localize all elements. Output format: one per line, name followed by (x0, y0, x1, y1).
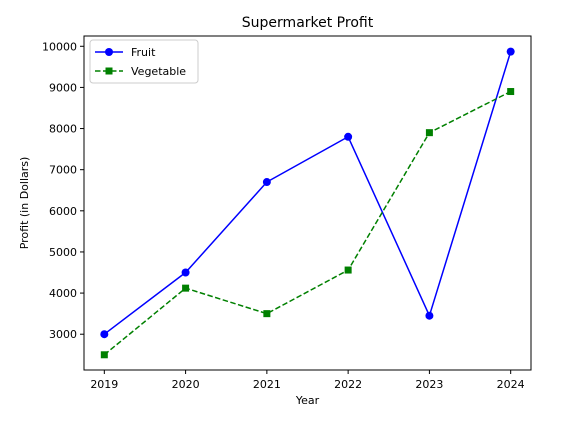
legend-frame (89, 39, 199, 84)
y-tick-label: 4000 (49, 287, 77, 300)
legend-item-vegetable: Vegetable (95, 65, 186, 78)
x-tick-label: 2021 (253, 378, 281, 391)
y-axis: 3000 4000 5000 6000 7000 8000 9000 10000 (42, 40, 84, 341)
plot-area (83, 35, 532, 371)
series-vegetable (100, 88, 515, 359)
series-layer (100, 47, 515, 359)
y-tick-label: 9000 (49, 81, 77, 94)
chart-title: Supermarket Profit (242, 15, 374, 31)
data-point-vegetable (344, 266, 352, 274)
x-tick-label: 2020 (172, 378, 200, 391)
data-point-fruit (181, 268, 190, 277)
y-tick-label: 3000 (49, 328, 77, 341)
y-tick-label: 10000 (42, 40, 77, 53)
data-point-vegetable (425, 129, 433, 137)
data-point-fruit (100, 330, 109, 339)
y-tick-label: 6000 (49, 205, 77, 218)
x-tick-label: 2019 (90, 378, 118, 391)
x-axis: 2019 2020 2021 2022 2023 2024 (90, 370, 525, 391)
legend-marker-vegetable (105, 67, 113, 75)
x-tick-label: 2022 (334, 378, 362, 391)
y-tick-label: 5000 (49, 246, 77, 259)
data-point-fruit (262, 178, 271, 187)
legend: Fruit Vegetable (89, 39, 199, 84)
data-point-vegetable (100, 351, 108, 359)
data-point-fruit (344, 132, 353, 141)
x-tick-label: 2023 (415, 378, 443, 391)
data-point-fruit (425, 311, 434, 320)
y-tick-label: 7000 (49, 164, 77, 177)
data-point-vegetable (507, 88, 515, 96)
data-point-vegetable (263, 310, 271, 318)
y-axis-label: Profit (in Dollars) (18, 157, 31, 250)
legend-label-fruit: Fruit (131, 46, 156, 59)
data-point-fruit (506, 47, 515, 56)
series-line-fruit (103, 51, 512, 335)
legend-marker-fruit (105, 48, 113, 56)
series-fruit (100, 47, 515, 339)
legend-item-fruit: Fruit (95, 46, 156, 59)
x-axis-label: Year (295, 394, 320, 407)
data-point-vegetable (182, 284, 190, 292)
series-line-vegetable (103, 90, 512, 356)
y-tick-label: 8000 (49, 123, 77, 136)
x-tick-label: 2024 (497, 378, 525, 391)
legend-label-vegetable: Vegetable (131, 65, 186, 78)
